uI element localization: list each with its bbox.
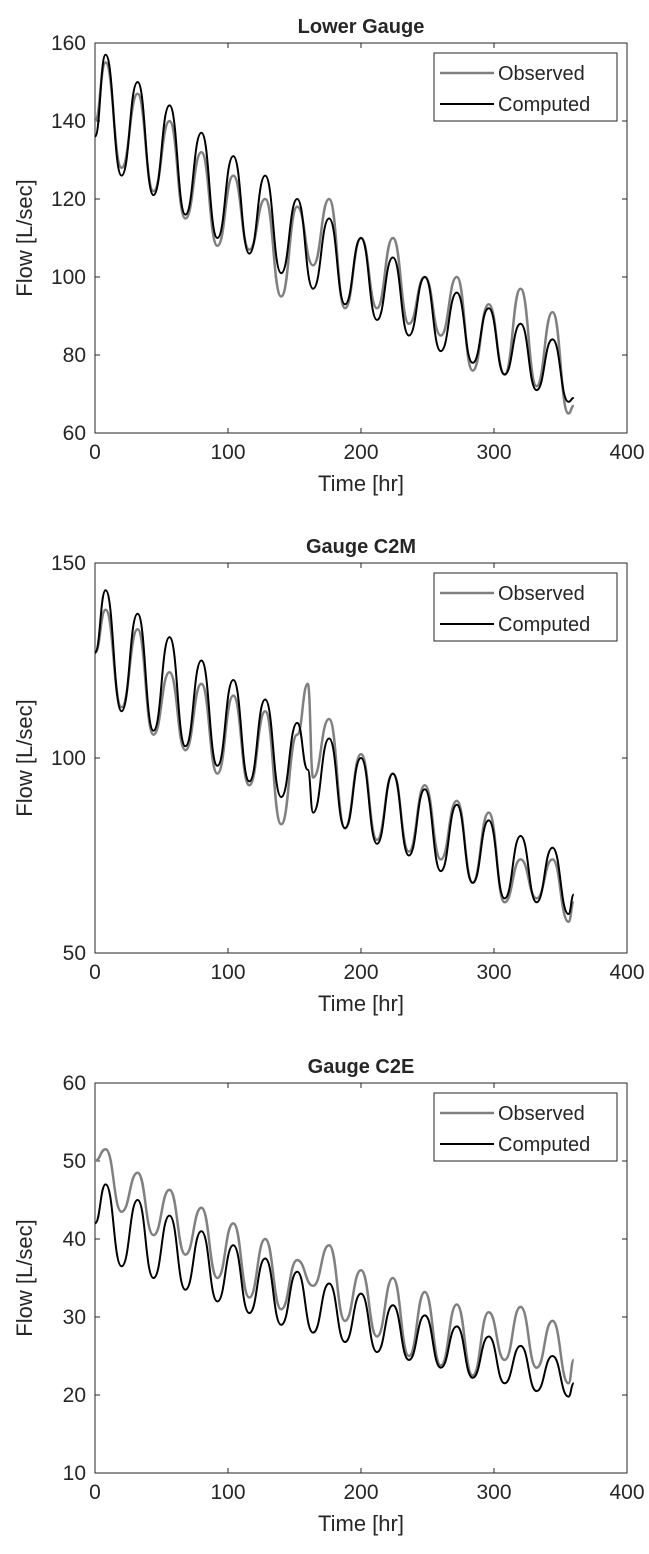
series-line-computed (95, 53, 574, 403)
x-axis-label: Time [hr] (318, 991, 404, 1016)
x-tick-label: 300 (476, 1481, 511, 1504)
legend-label: Observed (498, 63, 585, 85)
chart-panel-1: 0 100 200 300 400 60 80 100 120 140 160 Lower Gauge… (12, 16, 645, 496)
x-tick-label: 0 (89, 1481, 101, 1504)
chart-panel-3: 0 100 200 300 400 10 20 30 40 50 60 Gauge C2E Time [… (12, 1056, 645, 1536)
x-axis-label: Time [hr] (318, 471, 404, 496)
legend-label: Computed (498, 614, 590, 636)
y-tick-label: 60 (63, 1072, 86, 1095)
y-tick-label: 30 (63, 1306, 86, 1329)
legend-label: Observed (498, 1103, 585, 1125)
y-tick-label: 100 (51, 747, 86, 770)
x-tick-label: 200 (343, 441, 378, 464)
chart-title: Lower Gauge (298, 16, 425, 38)
chart-title: Gauge C2E (308, 1056, 415, 1078)
legend-box (433, 52, 618, 122)
x-tick-label: 300 (476, 441, 511, 464)
legend-box (433, 572, 618, 642)
x-tick-label: 400 (609, 1481, 644, 1504)
y-tick-label: 10 (63, 1462, 86, 1485)
y-axis-label: Flow [L/sec] (12, 179, 37, 296)
y-axis-label: Flow [L/sec] (12, 699, 37, 816)
x-tick-label: 400 (609, 441, 644, 464)
chart-title: Gauge C2M (306, 536, 416, 558)
x-tick-label: 100 (210, 441, 245, 464)
x-tick-label: 300 (476, 961, 511, 984)
x-tick-label: 200 (343, 961, 378, 984)
x-tick-label: 0 (89, 441, 101, 464)
y-tick-label: 50 (63, 942, 86, 965)
legend-label: Computed (498, 1134, 590, 1156)
x-tick-label: 100 (210, 1481, 245, 1504)
y-tick-label: 40 (63, 1228, 86, 1251)
legend: Observed Computed (433, 1092, 618, 1162)
y-tick-label: 20 (63, 1384, 86, 1407)
legend-box (433, 1092, 618, 1162)
series-line-observed (95, 1148, 576, 1385)
x-tick-label: 200 (343, 1481, 378, 1504)
y-tick-label: 120 (51, 188, 86, 211)
x-axis-label: Time [hr] (318, 1511, 404, 1536)
x-tick-label: 100 (210, 961, 245, 984)
legend-label: Observed (498, 583, 585, 605)
y-tick-label: 160 (51, 32, 86, 55)
y-tick-label: 140 (51, 110, 86, 133)
y-axis-label: Flow [L/sec] (12, 1219, 37, 1336)
y-tick-label: 100 (51, 266, 86, 289)
y-tick-label: 60 (63, 422, 86, 445)
chart-panel-2: 0 100 200 300 400 50 100 150 Gauge C2M Time [hr] F… (12, 536, 645, 1016)
y-tick-label: 150 (51, 552, 86, 575)
legend-label: Computed (498, 94, 590, 116)
series-line-computed (95, 589, 575, 916)
legend: Observed Computed (433, 572, 618, 642)
series-line-computed (95, 1183, 575, 1398)
series-line-observed (95, 608, 576, 924)
x-tick-label: 400 (609, 961, 644, 984)
y-tick-label: 80 (63, 344, 86, 367)
y-tick-label: 50 (63, 1150, 86, 1173)
x-tick-label: 0 (89, 961, 101, 984)
legend: Observed Computed (433, 52, 618, 122)
